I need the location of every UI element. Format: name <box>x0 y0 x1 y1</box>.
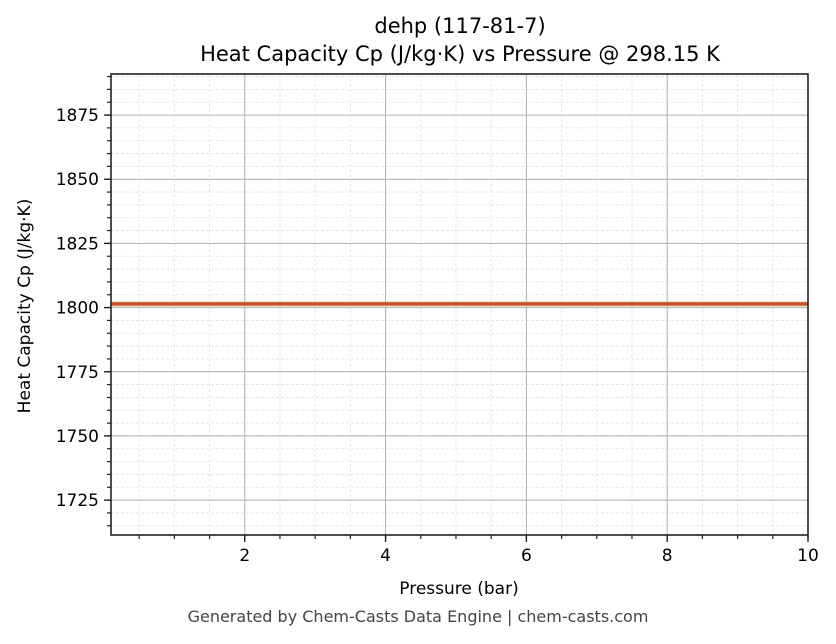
y-tick-label: 1750 <box>56 427 99 447</box>
x-tick-label: 4 <box>380 546 391 566</box>
plot-frame <box>110 73 809 536</box>
chart-title: dehp (117-81-7) <box>374 14 545 38</box>
y-tick-label: 1850 <box>56 170 99 190</box>
y-tick-label: 1725 <box>56 491 99 511</box>
x-tick-label: 6 <box>521 546 532 566</box>
y-tick-label: 1875 <box>56 106 99 126</box>
y-axis-ticks: 1725 1750 1775 1800 1825 1850 1875 <box>56 75 111 527</box>
x-tick-label: 10 <box>797 546 819 566</box>
x-axis-ticks: 2 4 6 8 10 <box>138 535 819 566</box>
footer-credit: Generated by Chem-Casts Data Engine | ch… <box>187 607 649 626</box>
x-tick-label: 8 <box>662 546 673 566</box>
y-tick-label: 1825 <box>56 234 99 254</box>
x-axis-label: Pressure (bar) <box>399 579 518 599</box>
x-tick-label: 2 <box>239 546 250 566</box>
chart-subtitle: Heat Capacity Cp (J/kg·K) vs Pressure @ … <box>200 42 721 66</box>
y-axis-label: Heat Capacity Cp (J/kg·K) <box>15 199 35 414</box>
y-tick-label: 1800 <box>56 299 99 319</box>
y-tick-label: 1775 <box>56 363 99 383</box>
